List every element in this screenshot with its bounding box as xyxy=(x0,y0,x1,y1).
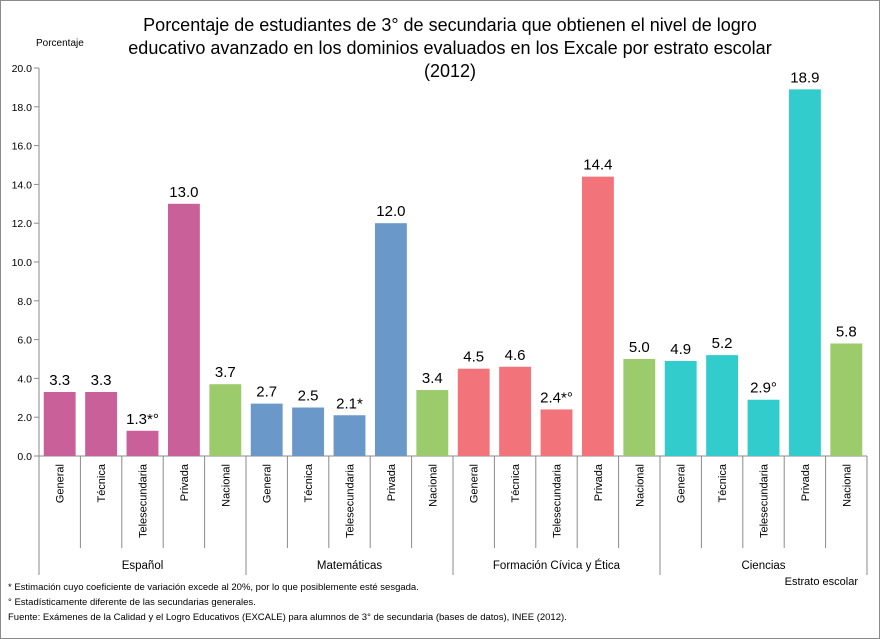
bar-value-label: 3.7 xyxy=(215,364,236,381)
bar-value-label: 4.5 xyxy=(463,349,484,366)
bar-value-label: 5.0 xyxy=(629,339,650,356)
bar xyxy=(664,360,697,456)
bar xyxy=(540,409,573,456)
y-tick-label: 16.0 xyxy=(12,141,33,153)
category-label: General xyxy=(469,464,481,503)
category-label: Telesecundaria xyxy=(759,463,771,538)
y-tick-label: 20.0 xyxy=(12,63,33,75)
category-label: Privada xyxy=(593,463,605,501)
category-label: Técnica xyxy=(96,463,108,502)
chart-title: Porcentaje de estudiantes de 3° de secun… xyxy=(100,14,800,83)
y-tick-label: 12.0 xyxy=(12,218,33,230)
category-label: Nacional xyxy=(220,464,232,507)
category-label: Técnica xyxy=(510,463,522,502)
y-tick-label: 14.0 xyxy=(12,179,33,191)
bar-value-label: 5.8 xyxy=(836,323,857,340)
bar xyxy=(581,176,614,456)
category-label: Técnica xyxy=(717,463,729,502)
category-label: Privada xyxy=(800,463,812,501)
chart-title-line-1: Porcentaje de estudiantes de 3° de secun… xyxy=(143,15,757,35)
y-tick-label: 10.0 xyxy=(12,257,33,269)
bar xyxy=(85,391,118,456)
chart-title-line-3: (2012) xyxy=(423,61,477,81)
category-label: Nacional xyxy=(634,464,646,507)
bar-value-label: 4.6 xyxy=(505,347,526,364)
bar-value-label: 13.0 xyxy=(169,184,198,201)
category-label: General xyxy=(55,464,67,503)
bar-value-label: 3.3 xyxy=(91,372,112,389)
bar-value-label: 18.9 xyxy=(790,69,819,86)
bar xyxy=(209,384,242,456)
bar-value-label: 3.3 xyxy=(49,372,70,389)
bar-value-label: 2.1* xyxy=(336,395,363,412)
bar xyxy=(623,359,656,456)
x-axis-label: Estrato escolar xyxy=(784,576,858,588)
y-axis-label: Porcentaje xyxy=(36,38,84,49)
y-tick-label: 2.0 xyxy=(17,412,32,424)
y-tick-label: 0.0 xyxy=(17,451,32,463)
footnote-source: Fuente: Exámenes de la Calidad y el Logr… xyxy=(8,612,567,623)
bar xyxy=(126,430,159,456)
bar xyxy=(43,391,76,456)
footnote-asterisk: * Estimación cuyo coeficiente de variaci… xyxy=(8,582,419,593)
category-label: General xyxy=(676,464,688,503)
category-label: Nacional xyxy=(427,464,439,507)
bar-value-label: 2.5 xyxy=(298,388,319,405)
category-label: Privada xyxy=(386,463,398,501)
group-label: Ciencias xyxy=(741,560,785,572)
bar xyxy=(374,223,407,456)
bar xyxy=(167,203,200,456)
footnote-degree: ° Estadísticamente diferente de las secu… xyxy=(8,597,256,608)
category-label: Telesecundaria xyxy=(345,463,357,538)
bar-value-label: 3.4 xyxy=(422,370,443,387)
chart-title-line-2: educativo avanzado en los dominios evalu… xyxy=(128,38,772,58)
bar-value-label: 12.0 xyxy=(376,203,405,220)
bar-value-label: 2.7 xyxy=(256,384,277,401)
bar xyxy=(788,89,821,456)
category-label: Nacional xyxy=(841,464,853,507)
bar-value-label: 4.9 xyxy=(670,341,691,358)
bar-value-label: 5.2 xyxy=(712,335,733,352)
bar xyxy=(830,343,863,456)
category-label: Telesecundaria xyxy=(138,463,150,538)
bar xyxy=(333,415,366,456)
bar-value-label: 1.3*° xyxy=(126,411,159,428)
bar xyxy=(250,403,283,456)
bar-value-label: 2.9° xyxy=(750,380,777,397)
bar xyxy=(457,368,490,456)
category-label: Privada xyxy=(179,463,191,501)
category-label: Técnica xyxy=(303,463,315,502)
category-label: General xyxy=(262,464,274,503)
bar-value-label: 14.4 xyxy=(583,157,612,174)
y-tick-label: 6.0 xyxy=(17,335,32,347)
bar xyxy=(292,407,325,456)
bar xyxy=(747,399,780,456)
group-label: Formación Cívica y Ética xyxy=(493,559,621,572)
category-label: Telesecundaria xyxy=(552,463,564,538)
y-tick-label: 4.0 xyxy=(17,373,32,385)
bar-value-label: 2.4*° xyxy=(540,389,573,406)
group-label: Matemáticas xyxy=(317,560,382,572)
bar xyxy=(706,355,739,456)
group-label: Español xyxy=(122,560,164,572)
bar xyxy=(416,390,449,456)
footnotes: * Estimación cuyo coeficiente de variaci… xyxy=(8,580,567,625)
y-tick-label: 18.0 xyxy=(12,102,33,114)
bar xyxy=(499,366,532,456)
y-tick-label: 8.0 xyxy=(17,296,32,308)
